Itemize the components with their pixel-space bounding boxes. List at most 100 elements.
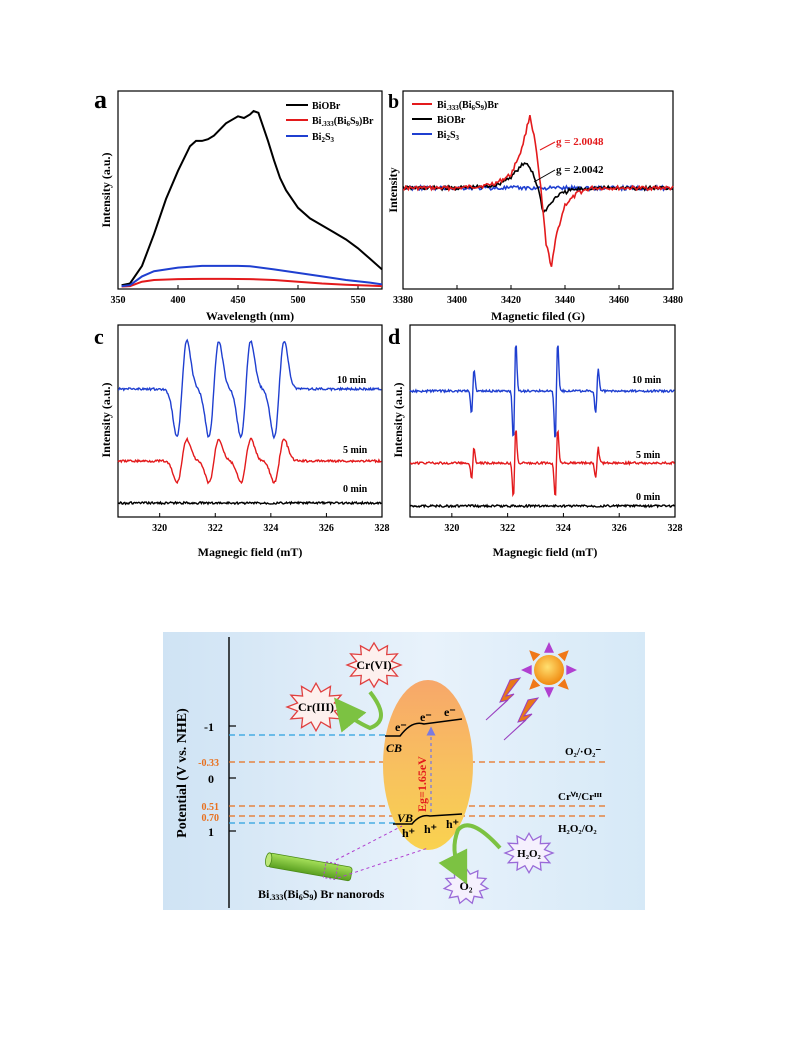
panel-b-ylabel: Intensity <box>386 167 400 212</box>
cr3-label: Cr(III) <box>298 700 334 714</box>
tick-label-b-3460: 3460 <box>609 295 629 306</box>
tick-label-d-328: 328 <box>668 523 683 534</box>
tick-label-b-3480: 3480 <box>663 295 683 306</box>
tick-label-d-322: 322 <box>500 523 515 534</box>
panel-c-frame <box>117 324 383 518</box>
sun-ray <box>557 650 569 662</box>
photocatalyst-particle <box>383 680 473 850</box>
sun-ray <box>557 678 569 690</box>
panel-a-frame <box>117 90 383 290</box>
h2o2-burst-shape <box>503 832 555 874</box>
annotation-g-2-0048-pointer <box>539 141 556 151</box>
hole-1: h⁺ <box>402 826 415 840</box>
series-c-5-min <box>117 436 382 485</box>
panel-d-label-0min: 0 min <box>636 492 661 503</box>
sun-disc <box>534 655 564 685</box>
h2o2-label: H₂O₂ <box>517 848 541 860</box>
conduction-band <box>385 718 463 737</box>
electron-2: e⁻ <box>420 710 432 724</box>
hole-2: h⁺ <box>424 822 437 836</box>
legend-label-biobr: BiOBr <box>312 101 341 112</box>
o2-label: O₂ <box>460 879 473 893</box>
tick-label-c-322: 322 <box>208 523 223 534</box>
annotation-g-2-0042-pointer <box>533 169 556 183</box>
tick-label-1: 1 <box>208 825 214 839</box>
panel-c-xlabel: Magnegic field (mT) <box>198 545 303 559</box>
annotation-g-2-0048: g = 2.0048 <box>556 136 604 148</box>
electron-3: e⁻ <box>444 705 456 719</box>
zoom-line-1 <box>335 825 403 861</box>
annotation-g-2-0042: g = 2.0042 <box>556 164 604 176</box>
panel-label-c: c <box>94 324 104 349</box>
series-c-10-min <box>118 338 382 440</box>
panel-d-label-5min: 5 min <box>636 450 661 461</box>
h2o2-oxidation-arrow <box>438 823 502 885</box>
tick-label-b-3440: 3440 <box>555 295 575 306</box>
nanorod-label: Bi.333(Bi6S9) Br nanorods <box>258 887 385 902</box>
panel-d-ylabel: Intensity (a.u.) <box>391 382 405 457</box>
cr-reduction-arrow <box>334 690 383 733</box>
panel-d-xlabel: Magnegic field (mT) <box>493 545 598 559</box>
cr3-burst-shape <box>285 681 347 733</box>
cb-label: CB <box>386 741 402 755</box>
panel-d: 320 322 324 326 328 10 min 5 min 0 min Magne… <box>391 324 683 559</box>
tick-label-0: 0 <box>208 772 214 786</box>
tick-label-a-350: 350 <box>111 295 126 306</box>
level-value-033: -0.33 <box>198 758 219 769</box>
sun-icon <box>521 642 577 698</box>
tick-label-c-324: 324 <box>263 523 278 534</box>
panel-b-legend: Bi.333(Bi6S9)Br BiOBr Bi2S3 <box>412 100 499 142</box>
o2-radical-label: O₂/·O₂⁻ <box>565 746 601 758</box>
legend-label-bi2s3-b: Bi2S3 <box>437 130 460 142</box>
tick-label-a-550: 550 <box>351 295 366 306</box>
legend-label-biobr-b: BiOBr <box>437 115 466 126</box>
nanorod-icon <box>265 852 353 882</box>
hole-3: h⁺ <box>446 817 459 831</box>
level-value-051: 0.51 <box>202 802 220 813</box>
panel-c-label-10min: 10 min <box>337 375 367 386</box>
h2o2-couple-label: H₂O₂/O₂ <box>558 823 597 835</box>
panel-c: 320 322 324 326 328 10 min 5 min 0 min Magne… <box>99 324 390 559</box>
tick-label-b-3420: 3420 <box>501 295 521 306</box>
mechanism-diagram: Potential (V vs. NHE) -1 0 1 -0.33 0.51 … <box>163 632 645 910</box>
sun-ray <box>544 642 554 653</box>
series-a-biobr <box>121 109 383 287</box>
sun-ray <box>529 678 541 690</box>
h2o2-burst: H₂O₂ <box>503 832 555 874</box>
panel-c-label-0min: 0 min <box>343 484 368 495</box>
series-d-0-min <box>409 503 675 509</box>
tick-label-a-400: 400 <box>171 295 186 306</box>
cr3-burst: Cr(III) <box>285 681 347 733</box>
legend-label-bi2s3: Bi2S3 <box>312 132 335 144</box>
sun-ray <box>544 687 554 698</box>
series-d-5-min <box>409 429 676 498</box>
potential-axis-label: Potential (V vs. NHE) <box>175 708 190 838</box>
panel-d-label-10min: 10 min <box>632 375 662 386</box>
zoom-line-2 <box>337 847 429 879</box>
cr-couple-label: Crⱽᴵ/Crᴵᴵᴵ <box>558 791 602 803</box>
sun-ray <box>529 650 541 662</box>
panel-a-xlabel: Wavelength (nm) <box>206 309 294 323</box>
tick-label-m1: -1 <box>204 720 214 734</box>
band-gap-label: Eg=1.65eV <box>415 756 429 812</box>
tick-label-c-326: 326 <box>319 523 334 534</box>
panel-b-xlabel: Magnetic filed (G) <box>491 309 585 323</box>
panel-c-label-5min: 5 min <box>343 445 368 456</box>
nanorod-highlight <box>322 861 339 881</box>
panel-label-a: a <box>94 85 107 114</box>
electron-1: e⁻ <box>395 720 407 734</box>
panel-c-ylabel: Intensity (a.u.) <box>99 382 113 457</box>
valence-band <box>393 813 463 825</box>
panel-a-legend: BiOBr Bi.333(Bi6S9)Br Bi2S3 <box>286 101 374 144</box>
tick-label-c-328: 328 <box>375 523 390 534</box>
panel-b: 3380 3400 3420 3440 3460 3480 Magnetic filed … <box>386 90 683 323</box>
vb-label: VB <box>397 811 413 825</box>
series-a-bi2s3 <box>121 264 383 288</box>
panel-label-d: d <box>388 324 400 349</box>
series-b-bi-333-bi6s9-br <box>402 114 674 267</box>
series-c-0-min <box>117 500 382 506</box>
tick-label-d-324: 324 <box>556 523 571 534</box>
sun-ray <box>521 665 532 675</box>
cr6-burst-shape <box>345 641 403 689</box>
panel-label-b: b <box>388 91 399 113</box>
